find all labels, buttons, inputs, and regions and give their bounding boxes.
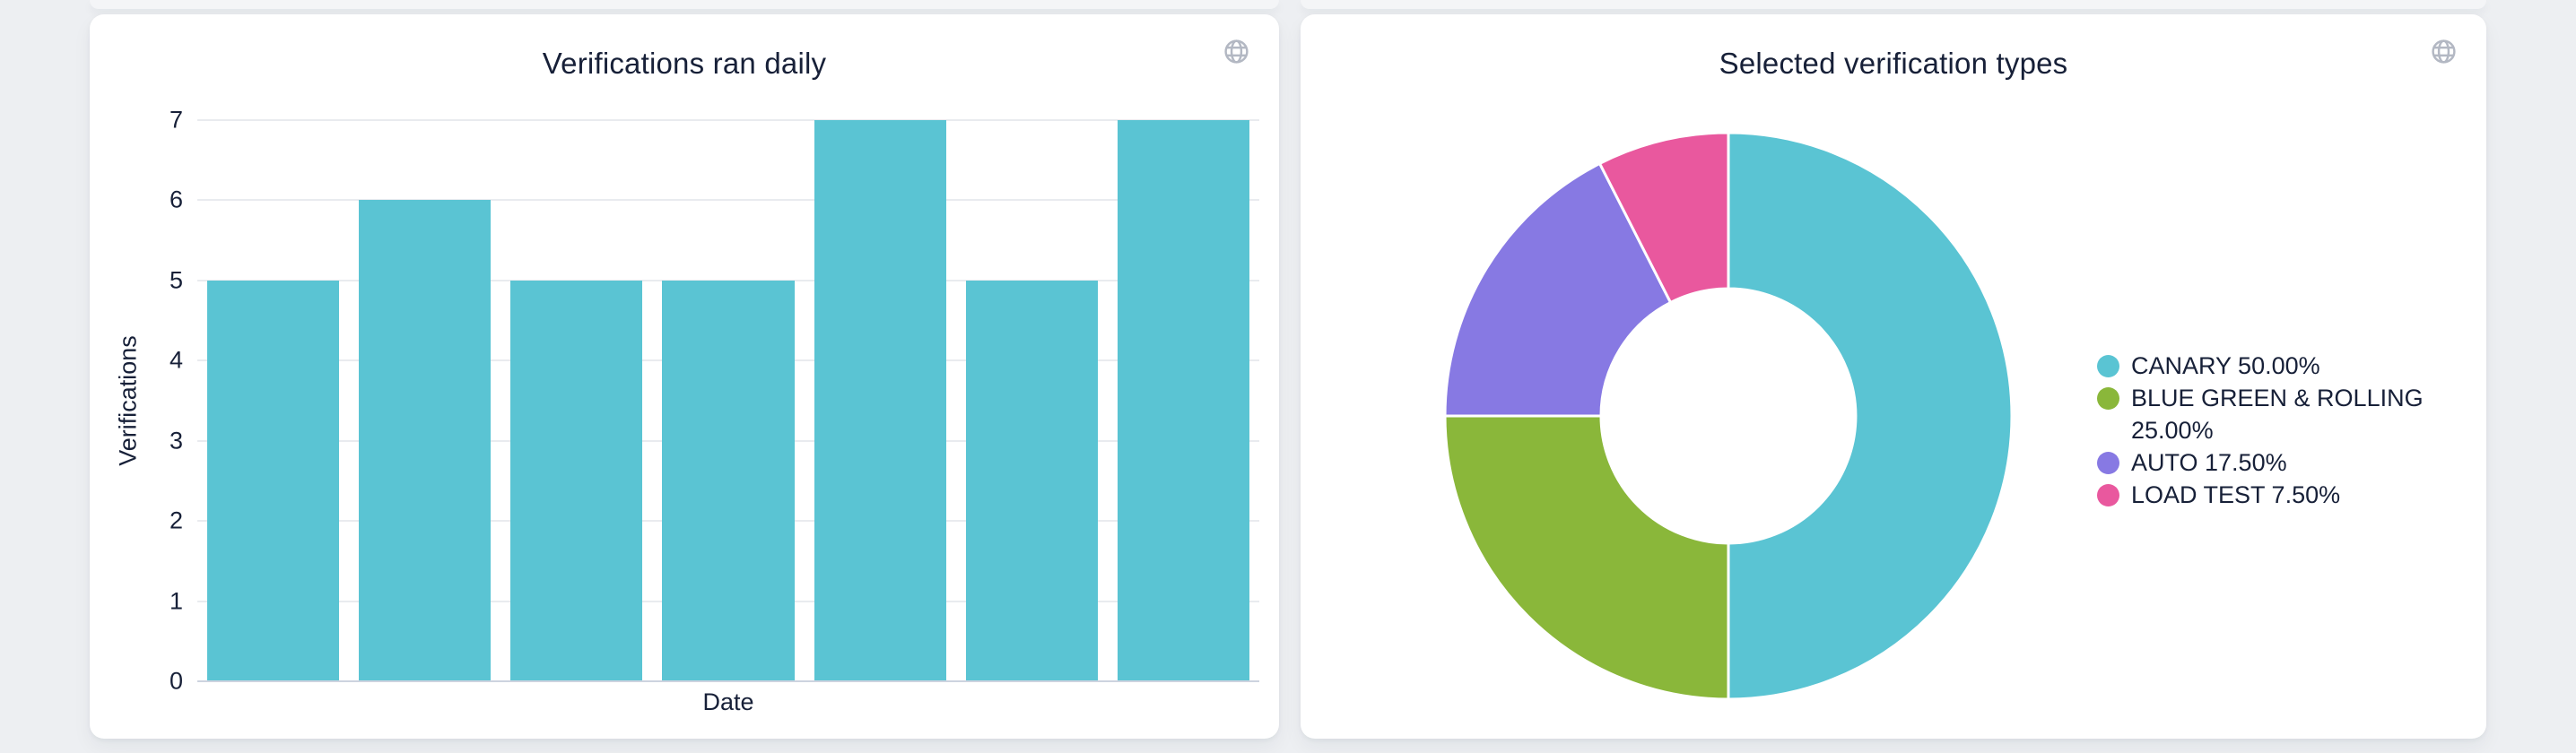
bar[interactable]: [510, 280, 643, 681]
bar[interactable]: [965, 280, 1098, 681]
legend-dot: [2097, 484, 2119, 506]
globe-icon[interactable]: [2430, 38, 2458, 65]
bar-slot: [349, 120, 500, 681]
x-axis-title: Date: [702, 688, 754, 715]
bar-slot: [197, 120, 349, 681]
bar-slot: [500, 120, 652, 681]
legend-item[interactable]: BLUE GREEN & ROLLING 25.00%: [2097, 382, 2436, 446]
chart-title: Selected verification types: [1719, 47, 2068, 80]
donut-slice[interactable]: [1727, 131, 2014, 701]
legend-label: LOAD TEST 7.50%: [2131, 481, 2341, 508]
bar[interactable]: [1117, 120, 1249, 681]
legend-label: AUTO 17.50%: [2131, 449, 2287, 476]
y-tick-label: 4: [169, 346, 183, 374]
bar-slot: [1108, 120, 1259, 681]
y-tick-label: 3: [169, 427, 183, 454]
y-tick-label: 5: [169, 266, 183, 294]
legend-dot: [2097, 452, 2119, 474]
partial-card-above-left: [90, 0, 1279, 9]
legend-item[interactable]: LOAD TEST 7.50%: [2097, 479, 2436, 511]
bar-slot: [805, 120, 956, 681]
y-tick-label: 7: [169, 106, 183, 134]
legend-label: BLUE GREEN & ROLLING 25.00%: [2131, 385, 2424, 444]
donut-slice[interactable]: [1598, 131, 1730, 304]
bar[interactable]: [662, 280, 795, 681]
bar[interactable]: [207, 280, 340, 681]
chart-legend: CANARY 50.00% BLUE GREEN & ROLLING 25.00%…: [2097, 350, 2436, 511]
legend-item[interactable]: AUTO 17.50%: [2097, 446, 2436, 479]
y-tick-label: 6: [169, 186, 183, 213]
bar-series: [197, 120, 1259, 681]
legend-dot: [2097, 387, 2119, 410]
legend-item[interactable]: CANARY 50.00%: [2097, 350, 2436, 382]
bar-slot: [956, 120, 1108, 681]
partial-card-above-right: [1301, 0, 2486, 9]
legend-dot: [2097, 355, 2119, 377]
bar[interactable]: [359, 200, 492, 681]
legend-label: CANARY 50.00%: [2131, 352, 2320, 379]
donut-slice[interactable]: [1443, 161, 1673, 418]
gridline: [197, 199, 1259, 202]
gridline: [197, 119, 1259, 121]
bar-slot: [652, 120, 804, 681]
bar-plot-area: [197, 119, 1259, 682]
chart-title: Verifications ran daily: [542, 47, 827, 80]
donut-chart: [1443, 131, 2014, 701]
bar[interactable]: [814, 120, 946, 681]
y-axis-tick-labels: 0 1 2 3 4 5 6 7: [90, 107, 183, 695]
globe-icon[interactable]: [1223, 38, 1250, 65]
y-tick-label: 1: [169, 587, 183, 615]
y-tick-label: 0: [169, 667, 183, 695]
donut-slice[interactable]: [1443, 414, 1730, 701]
y-tick-label: 2: [169, 506, 183, 534]
x-axis-baseline: [197, 680, 1259, 682]
selected-verification-types-card: Selected verification types CANARY 50.00…: [1301, 14, 2486, 739]
